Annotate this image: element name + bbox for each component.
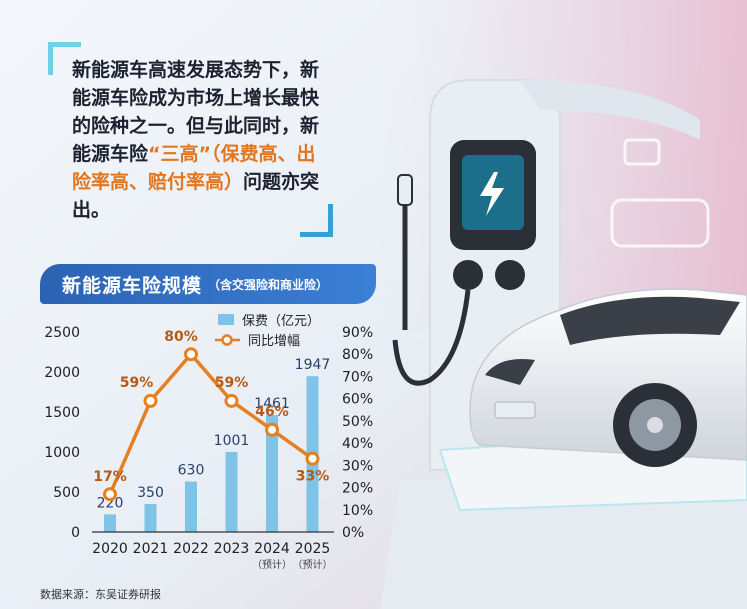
chart-title: 新能源车险规模 bbox=[62, 274, 203, 297]
left-axis-tick-label: 1500 bbox=[44, 405, 80, 421]
growth-value-label: 33% bbox=[296, 469, 330, 485]
bar-value-label: 630 bbox=[178, 463, 205, 479]
growth-value-label: 46% bbox=[255, 404, 289, 420]
growth-line bbox=[108, 352, 314, 495]
intro-highlight-2: （保费高、出险率高、赔付率高） bbox=[72, 143, 316, 193]
legend-swatch-marker bbox=[221, 334, 233, 346]
data-source: 数据来源：东吴证券研报 bbox=[40, 588, 161, 601]
growth-value-label: 17% bbox=[93, 469, 127, 485]
x-tick-label: 2024 bbox=[254, 541, 290, 557]
right-axis-tick-label: 0% bbox=[342, 525, 364, 541]
intro-text-2: 问题亦突出。 bbox=[72, 171, 320, 221]
growth-point-2025 bbox=[305, 451, 320, 466]
x-tick-label: 2023 bbox=[214, 541, 250, 557]
bar-value-label: 1947 bbox=[295, 357, 331, 373]
chart-subtitle: （含交强险和商业险） bbox=[208, 277, 329, 292]
bar-2024 bbox=[266, 415, 278, 532]
bar-value-label: 220 bbox=[97, 495, 124, 511]
intro-highlight-1: “三高” bbox=[148, 143, 211, 165]
left-axis-tick-label: 1000 bbox=[44, 445, 80, 461]
bar-value-label: 1461 bbox=[254, 396, 290, 412]
legend-label-bar: 保费（亿元） bbox=[242, 314, 320, 329]
bar-value-label: 350 bbox=[137, 485, 164, 501]
growth-point-2023 bbox=[224, 393, 239, 408]
right-axis-tick-label: 20% bbox=[342, 481, 373, 497]
left-axis-tick-label: 2500 bbox=[44, 325, 80, 341]
x-tick-label: 2025 bbox=[295, 541, 331, 557]
bar-2023 bbox=[225, 451, 238, 532]
bar-value-label: 1001 bbox=[214, 433, 250, 449]
growth-point-2020 bbox=[103, 487, 117, 502]
growth-value-label: 59% bbox=[215, 375, 249, 391]
left-axis-tick-label: 500 bbox=[53, 485, 80, 501]
x-tick-note: （预计） bbox=[252, 558, 292, 571]
left-axis-tick-label: 0 bbox=[71, 525, 80, 541]
x-tick-note: （预计） bbox=[293, 558, 333, 571]
right-axis-tick-label: 90% bbox=[342, 325, 373, 341]
growth-point-2021 bbox=[143, 393, 158, 408]
bar-2022 bbox=[185, 481, 197, 532]
legend-swatch-bar bbox=[218, 314, 234, 325]
quote-bracket-top-left bbox=[48, 42, 81, 75]
x-tick-label: 2021 bbox=[133, 541, 169, 557]
bar-2020 bbox=[104, 514, 116, 532]
bar-2021 bbox=[144, 504, 157, 532]
right-axis-tick-label: 40% bbox=[342, 436, 373, 452]
right-axis-tick-label: 30% bbox=[342, 458, 373, 474]
quote-bracket-bottom-right bbox=[300, 204, 333, 237]
intro-text-1: 新能源车高速发展态势下，新能源车险成为市场上增长最快的险种之一。但与此同时，新能… bbox=[72, 59, 320, 165]
x-tick-label: 2022 bbox=[173, 541, 209, 557]
right-axis-tick-label: 80% bbox=[342, 347, 373, 363]
right-axis-tick-label: 10% bbox=[342, 503, 373, 519]
right-axis-tick-label: 70% bbox=[342, 369, 373, 385]
growth-value-label: 59% bbox=[120, 375, 154, 391]
left-axis-tick-label: 2000 bbox=[44, 365, 80, 381]
right-axis-tick-label: 60% bbox=[342, 392, 373, 408]
growth-value-label: 80% bbox=[164, 329, 198, 345]
growth-point-2022 bbox=[184, 347, 198, 362]
intro-paragraph: 新能源车高速发展态势下，新能源车险成为市场上增长最快的险种之一。但与此同时，新能… bbox=[72, 56, 322, 224]
growth-point-2024 bbox=[265, 422, 279, 437]
x-tick-label: 2020 bbox=[92, 541, 128, 557]
chart-title-banner: 新能源车险规模 （含交强险和商业险） bbox=[40, 264, 376, 304]
legend-label-line: 同比增幅 bbox=[248, 334, 300, 349]
chart-legend: 保费（亿元） 同比增幅 bbox=[215, 314, 320, 349]
right-axis-tick-label: 50% bbox=[342, 414, 373, 430]
